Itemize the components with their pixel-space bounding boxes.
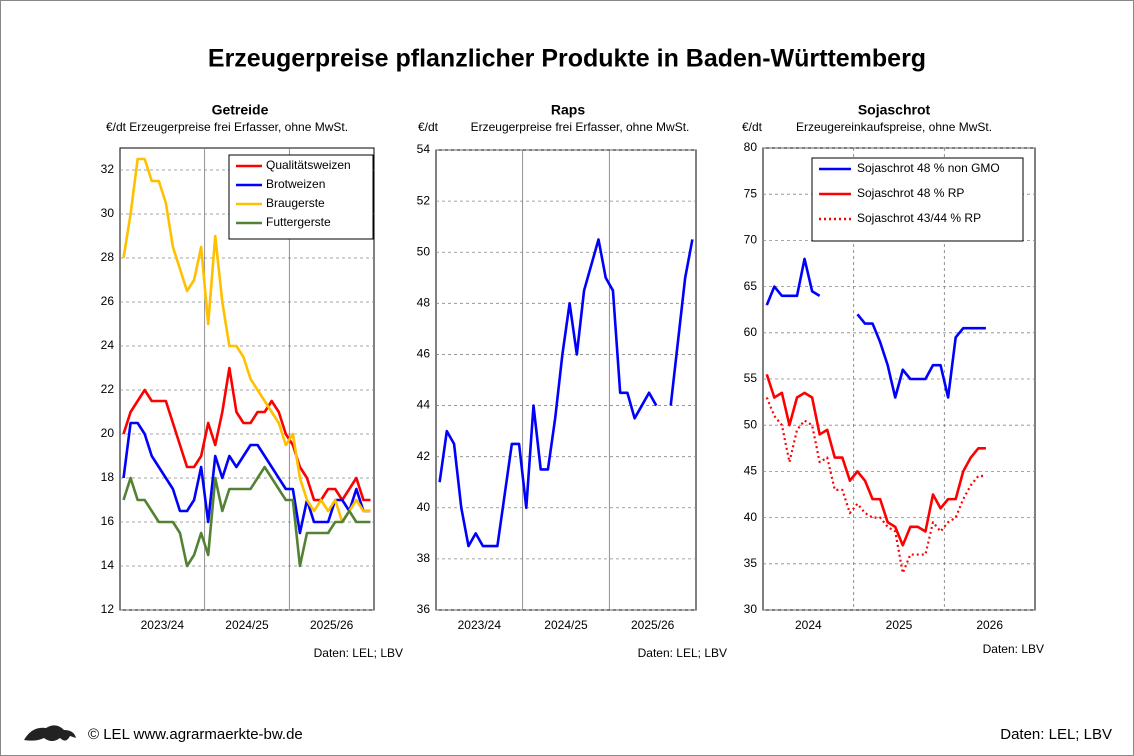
legend-box — [228, 154, 374, 240]
series-line — [765, 373, 986, 547]
series-line — [122, 157, 371, 524]
y-tick-label: 18 — [101, 470, 115, 484]
y-tick-label: 52 — [417, 193, 431, 207]
x-tick-label: 2023/24 — [458, 618, 502, 632]
legend-label: Sojaschrot 43/44 % RP — [857, 211, 981, 225]
y-tick-label: 46 — [417, 347, 431, 361]
x-tick-label: 2025/26 — [631, 618, 675, 632]
logo — [24, 725, 76, 741]
y-tick-label: 40 — [744, 510, 758, 524]
y-tick-label: 36 — [417, 602, 431, 616]
y-tick-label: 14 — [101, 558, 115, 572]
chart-source: Daten: LEL; LBV — [638, 646, 727, 660]
legend-label: Qualitätsweizen — [266, 158, 351, 172]
series-line — [122, 366, 371, 502]
y-tick-label: 30 — [744, 602, 758, 616]
chart-subtitle: €/dt Erzeugerpreise frei Erfasser, ohne … — [106, 120, 348, 134]
series-line — [122, 465, 371, 568]
y-tick-label: 65 — [744, 279, 758, 293]
legend-box — [811, 157, 1024, 242]
y-tick-label: 26 — [101, 294, 115, 308]
y-tick-label: 50 — [417, 244, 431, 258]
legend-label: Futtergerste — [266, 215, 331, 229]
y-tick-label: 44 — [417, 398, 431, 412]
y-tick-label: 22 — [101, 382, 115, 396]
y-unit: €/dt — [742, 120, 763, 134]
series-line — [122, 421, 371, 535]
y-tick-label: 20 — [101, 426, 115, 440]
chart-title: Getreide — [212, 102, 269, 118]
series-line — [765, 397, 986, 575]
y-tick-label: 16 — [101, 514, 115, 528]
legend-label: Sojaschrot 48 % RP — [857, 186, 964, 200]
chart-subtitle: Erzeugerpreise frei Erfasser, ohne MwSt. — [471, 120, 690, 134]
y-tick-label: 38 — [417, 551, 431, 565]
y-tick-label: 40 — [417, 500, 431, 514]
x-tick-label: 2026 — [976, 618, 1003, 632]
y-tick-label: 50 — [744, 417, 758, 431]
y-tick-label: 12 — [101, 602, 115, 616]
y-tick-label: 30 — [101, 206, 115, 220]
y-tick-label: 45 — [744, 464, 758, 478]
y-tick-label: 80 — [744, 140, 758, 154]
x-tick-label: 2025/26 — [310, 618, 354, 632]
y-tick-label: 42 — [417, 449, 431, 463]
y-tick-label: 35 — [744, 556, 758, 570]
plot-area — [435, 149, 697, 611]
series-line — [438, 238, 694, 548]
chart-title: Sojaschrot — [858, 102, 931, 118]
y-tick-label: 48 — [417, 296, 431, 310]
x-tick-label: 2024/25 — [225, 618, 269, 632]
y-tick-label: 28 — [101, 250, 115, 264]
legend-label: Braugerste — [266, 196, 325, 210]
y-tick-label: 54 — [417, 142, 431, 156]
y-tick-label: 24 — [101, 338, 115, 352]
chart-source: Daten: LBV — [983, 642, 1044, 656]
chart-subtitle: Erzeugereinkaufspreise, ohne MwSt. — [796, 120, 992, 134]
y-tick-label: 75 — [744, 186, 758, 200]
x-tick-label: 2024 — [795, 618, 822, 632]
chart-source: Daten: LEL; LBV — [314, 646, 403, 660]
page-title: Erzeugerpreise pflanzlicher Produkte in … — [208, 45, 926, 73]
legend-label: Brotweizen — [266, 177, 325, 191]
x-tick-label: 2025 — [886, 618, 913, 632]
chart-title: Raps — [551, 102, 585, 118]
y-unit: €/dt — [418, 120, 439, 134]
x-tick-label: 2024/25 — [544, 618, 588, 632]
y-tick-label: 70 — [744, 233, 758, 247]
x-tick-label: 2023/24 — [141, 618, 185, 632]
y-tick-label: 55 — [744, 371, 758, 385]
footer-source: Daten: LEL; LBV — [1000, 726, 1112, 743]
y-tick-label: 60 — [744, 325, 758, 339]
series-line — [765, 257, 986, 399]
y-tick-label: 32 — [101, 162, 115, 176]
footer-copyright: © LEL www.agrarmaerkte-bw.de — [88, 726, 303, 743]
legend-label: Sojaschrot 48 % non GMO — [857, 161, 1000, 175]
